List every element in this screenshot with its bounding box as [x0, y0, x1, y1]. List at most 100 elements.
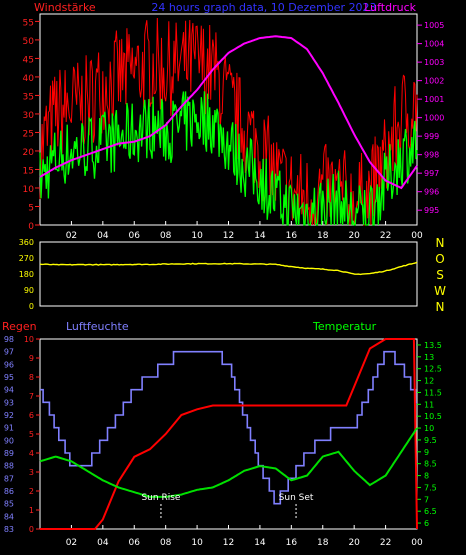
temperature-tick-label: 11.5 — [424, 388, 442, 397]
rain-tick-label: 9 — [29, 354, 34, 363]
temperature-tick-label: 9 — [424, 448, 429, 457]
temperature-tick-label: 9.5 — [424, 436, 437, 445]
temperature-tick-label: 13 — [424, 353, 434, 362]
time-tick-label: 02 — [66, 538, 77, 548]
wind-tick-label: 55 — [23, 18, 34, 28]
time-tick-label: 00 — [411, 538, 423, 548]
humidity-axis: 83 84 85 86 87 88 89 90 91 92 93 94 95 96 97 98 — [4, 335, 14, 534]
humidity-tick-label: 94 — [4, 386, 14, 395]
humidity-tick-label: 86 — [4, 487, 14, 496]
rain-tick-label: 4 — [29, 449, 34, 458]
time-tick-label: 04 — [97, 231, 109, 241]
time-axis-top: 02 04 06 08 10 12 14 16 18 20 22 00 — [66, 221, 423, 241]
humidity-tick-label: 90 — [4, 436, 14, 445]
pressure-tick-label: 997 — [424, 169, 439, 178]
time-tick-label: 08 — [160, 231, 172, 241]
wind-pressure-plot — [39, 17, 418, 226]
humidity-tick-label: 91 — [4, 424, 14, 433]
wind-tick-label: 40 — [23, 74, 35, 84]
pressure-axis: 995 996 997 998 999 1000 1001 1002 1003 1004 1005 — [417, 21, 444, 215]
wind-tick-label: 10 — [23, 185, 35, 195]
rain-line — [40, 338, 418, 530]
wind-tick-label: 5 — [28, 203, 34, 213]
temperature-tick-label: 12 — [424, 377, 434, 386]
temperature-tick-label: 6.5 — [424, 507, 437, 516]
time-tick-label: 08 — [160, 538, 172, 548]
time-tick-label: 22 — [380, 231, 391, 241]
time-tick-label: 06 — [129, 231, 141, 241]
compass-letter: S — [436, 268, 444, 282]
rain-tick-label: 1 — [29, 506, 34, 515]
rain-humidity-temp-plot — [39, 338, 418, 530]
time-tick-label: 16 — [286, 538, 298, 548]
pressure-tick-label: 996 — [424, 188, 439, 197]
compass-letter: N — [436, 300, 445, 314]
time-tick-label: 12 — [223, 538, 234, 548]
wind-tick-label: 25 — [23, 129, 34, 139]
rain-tick-label: 0 — [29, 525, 34, 534]
time-tick-label: 06 — [129, 538, 141, 548]
temperature-line — [39, 427, 418, 498]
wind-tick-label: 30 — [23, 111, 35, 121]
pressure-tick-label: 1003 — [424, 58, 444, 67]
label-temperature: Temperatur — [312, 320, 377, 333]
temperature-tick-label: 12.5 — [424, 365, 442, 374]
direction-degree-axis: 0 90 180 270 360 — [19, 238, 34, 311]
time-tick-label: 20 — [348, 231, 360, 241]
wind-gust-line — [39, 17, 418, 226]
pressure-line — [39, 35, 418, 190]
humidity-tick-label: 87 — [4, 474, 14, 483]
rain-tick-label: 5 — [29, 430, 34, 439]
humidity-tick-label: 98 — [4, 335, 14, 344]
time-tick-label: 14 — [254, 231, 266, 241]
direction-line — [39, 261, 418, 276]
humidity-tick-label: 84 — [4, 512, 14, 521]
time-tick-label: 04 — [97, 538, 109, 548]
temperature-tick-label: 10.5 — [424, 412, 442, 421]
humidity-tick-label: 96 — [4, 360, 14, 369]
time-tick-label: 10 — [191, 231, 203, 241]
pressure-tick-label: 1000 — [424, 114, 444, 123]
wind-tick-label: 0 — [28, 222, 34, 232]
pressure-tick-label: 1001 — [424, 95, 444, 104]
temperature-tick-label: 6 — [424, 519, 429, 528]
header-title: 24 hours graph data, 10 Dezember 2023 — [151, 1, 376, 14]
rain-tick-label: 8 — [29, 373, 34, 382]
compass-letter: N — [436, 236, 445, 250]
pressure-tick-label: 1004 — [424, 40, 444, 49]
header-pressure-label: Luftdruck — [364, 1, 416, 14]
wind-avg-line — [39, 91, 418, 226]
direction-tick-label: 0 — [29, 302, 34, 311]
time-tick-label: 20 — [348, 538, 360, 548]
header-wind-label: Windstärke — [34, 1, 96, 14]
direction-plot — [39, 261, 418, 276]
rain-tick-label: 2 — [29, 487, 34, 496]
temperature-tick-label: 13.5 — [424, 341, 442, 350]
humidity-tick-label: 95 — [4, 373, 14, 382]
humidity-tick-label: 92 — [4, 411, 14, 420]
pressure-tick-label: 998 — [424, 151, 439, 160]
humidity-tick-label: 83 — [4, 525, 14, 534]
rain-tick-label: 7 — [29, 392, 34, 401]
compass-letter: O — [435, 252, 444, 266]
wind-tick-label: 20 — [23, 148, 35, 158]
rain-axis: 0 1 2 3 4 5 6 7 8 9 10 — [24, 335, 40, 534]
time-tick-label: 14 — [254, 538, 266, 548]
rain-tick-label: 6 — [29, 411, 34, 420]
temperature-tick-label: 8.5 — [424, 460, 437, 469]
temperature-axis: 6 6.5 7 7.5 8 8.5 9 9.5 10 10.5 11 11.5 12 12.5 13 13.5 — [417, 341, 442, 528]
time-tick-label: 12 — [223, 231, 234, 241]
humidity-tick-label: 89 — [4, 449, 14, 458]
time-tick-label: 00 — [411, 231, 423, 241]
compass-letter: W — [434, 284, 446, 298]
time-tick-label: 18 — [317, 231, 329, 241]
direction-tick-label: 270 — [19, 254, 34, 263]
sun-annotation-label: Sun Rise — [141, 493, 180, 503]
time-tick-label: 18 — [317, 538, 329, 548]
pressure-tick-label: 1005 — [424, 21, 444, 30]
direction-tick-label: 90 — [24, 286, 34, 295]
label-humidity: Luftfeuchte — [66, 320, 129, 333]
